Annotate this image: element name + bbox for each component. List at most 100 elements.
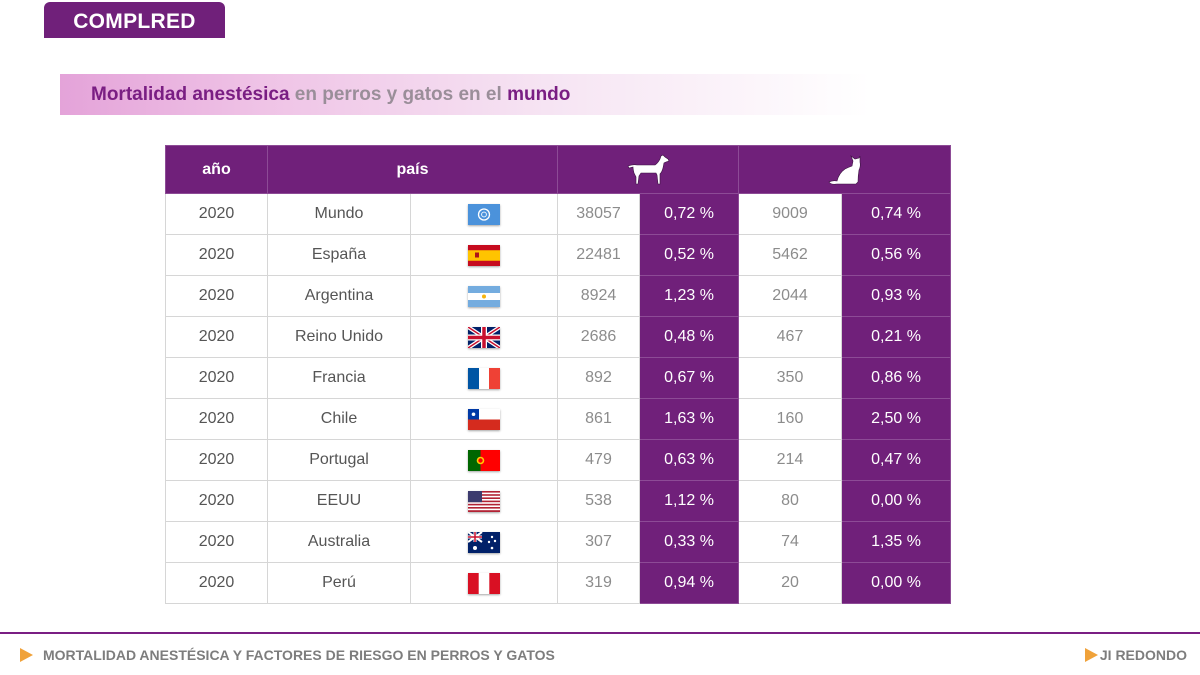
country-cell: Reino Unido [267, 316, 411, 358]
cat-mortality-cell: 1,35 % [841, 521, 952, 563]
country-cell: España [267, 234, 411, 276]
play-icon [1084, 648, 1098, 662]
flag-ar-icon [468, 285, 500, 307]
flag-cell [409, 234, 559, 276]
country-cell: Australia [267, 521, 411, 563]
cat-mortality-cell: 0,00 % [841, 562, 952, 604]
country-cell: EEUU [267, 480, 411, 522]
flag-cell [409, 521, 559, 563]
dog-icon [625, 154, 671, 184]
table-row: 2020 Portugal 479 0,63 % 214 0,47 % [165, 439, 952, 481]
cat-count-cell: 2044 [738, 275, 843, 317]
country-cell: Portugal [267, 439, 411, 481]
cat-count-cell: 20 [738, 562, 843, 604]
table-row: 2020 Mundo 38057 0,72 % 9009 0,74 % [165, 193, 952, 235]
dog-mortality-cell: 0,33 % [639, 521, 740, 563]
header-cats [738, 145, 952, 194]
flag-cell [409, 193, 559, 235]
dog-count-cell: 892 [557, 357, 641, 399]
flag-cell [409, 480, 559, 522]
dog-mortality-cell: 0,52 % [639, 234, 740, 276]
flag-es-icon [468, 244, 500, 266]
cat-count-cell: 80 [738, 480, 843, 522]
flag-gb-icon [468, 326, 500, 348]
cat-mortality-cell: 0,47 % [841, 439, 952, 481]
dog-mortality-cell: 1,63 % [639, 398, 740, 440]
dog-mortality-cell: 0,72 % [639, 193, 740, 235]
dog-count-cell: 38057 [557, 193, 641, 235]
cat-count-cell: 9009 [738, 193, 843, 235]
flag-cell [409, 316, 559, 358]
flag-pt-icon [468, 449, 500, 471]
cat-mortality-cell: 0,74 % [841, 193, 952, 235]
dog-mortality-cell: 0,48 % [639, 316, 740, 358]
cat-mortality-cell: 0,86 % [841, 357, 952, 399]
year-cell: 2020 [165, 398, 268, 440]
slide-title: Mortalidad anestésica en perros y gatos … [60, 74, 870, 115]
cat-mortality-cell: 2,50 % [841, 398, 952, 440]
cat-count-cell: 160 [738, 398, 843, 440]
flag-cell [409, 439, 559, 481]
dog-mortality-cell: 1,23 % [639, 275, 740, 317]
dog-count-cell: 307 [557, 521, 641, 563]
title-part-2: en perros y gatos en el [289, 84, 508, 105]
year-cell: 2020 [165, 357, 268, 399]
play-icon [20, 648, 33, 662]
table-header-row: año país [165, 145, 952, 194]
country-cell: Argentina [267, 275, 411, 317]
footer-left-text: MORTALIDAD ANESTÉSICA Y FACTORES DE RIES… [43, 647, 555, 663]
year-cell: 2020 [165, 316, 268, 358]
title-part-1: Mortalidad anestésica [91, 84, 290, 105]
cat-mortality-cell: 0,56 % [841, 234, 952, 276]
country-cell: Chile [267, 398, 411, 440]
header-country: país [266, 145, 559, 194]
brand-tab: COMPLRED [44, 2, 225, 38]
table-row: 2020 EEUU 538 1,12 % 80 0,00 % [165, 480, 952, 522]
dog-mortality-cell: 0,67 % [639, 357, 740, 399]
dog-count-cell: 479 [557, 439, 641, 481]
cat-mortality-cell: 0,93 % [841, 275, 952, 317]
dog-count-cell: 861 [557, 398, 641, 440]
footer-divider [0, 632, 1200, 634]
table-row: 2020 Francia 892 0,67 % 350 0,86 % [165, 357, 952, 399]
year-cell: 2020 [165, 234, 268, 276]
cat-count-cell: 350 [738, 357, 843, 399]
dog-count-cell: 319 [557, 562, 641, 604]
cat-count-cell: 74 [738, 521, 843, 563]
cat-count-cell: 467 [738, 316, 843, 358]
header-year: año [165, 145, 268, 194]
year-cell: 2020 [165, 439, 268, 481]
flag-us-icon [468, 490, 500, 512]
dog-mortality-cell: 0,63 % [639, 439, 740, 481]
year-cell: 2020 [165, 562, 268, 604]
flag-pe-icon [468, 572, 500, 594]
cat-count-cell: 5462 [738, 234, 843, 276]
dog-mortality-cell: 1,12 % [639, 480, 740, 522]
dog-count-cell: 22481 [557, 234, 641, 276]
flag-cl-icon [468, 408, 500, 430]
year-cell: 2020 [165, 275, 268, 317]
dog-mortality-cell: 0,94 % [639, 562, 740, 604]
country-cell: Mundo [267, 193, 411, 235]
mortality-table: año país 2020 Mundo 38057 0,72 % 9009 0,74 % 2… [165, 145, 952, 604]
cat-mortality-cell: 0,00 % [841, 480, 952, 522]
country-cell: Francia [267, 357, 411, 399]
table-row: 2020 Argentina 8924 1,23 % 2044 0,93 % [165, 275, 952, 317]
footer-right: JI REDONDO [1084, 647, 1187, 663]
table-row: 2020 Australia 307 0,33 % 74 1,35 % [165, 521, 952, 563]
flag-cell [409, 275, 559, 317]
cat-icon [825, 154, 865, 185]
dog-count-cell: 8924 [557, 275, 641, 317]
flag-cell [409, 398, 559, 440]
table-row: 2020 España 22481 0,52 % 5462 0,56 % [165, 234, 952, 276]
year-cell: 2020 [165, 193, 268, 235]
year-cell: 2020 [165, 521, 268, 563]
year-cell: 2020 [165, 480, 268, 522]
table-row: 2020 Perú 319 0,94 % 20 0,00 % [165, 562, 952, 604]
table-row: 2020 Chile 861 1,63 % 160 2,50 % [165, 398, 952, 440]
footer-right-text: JI REDONDO [1099, 647, 1187, 663]
cat-mortality-cell: 0,21 % [841, 316, 952, 358]
table-row: 2020 Reino Unido 2686 0,48 % 467 0,21 % [165, 316, 952, 358]
flag-au-icon [468, 531, 500, 553]
header-dogs [557, 145, 740, 194]
